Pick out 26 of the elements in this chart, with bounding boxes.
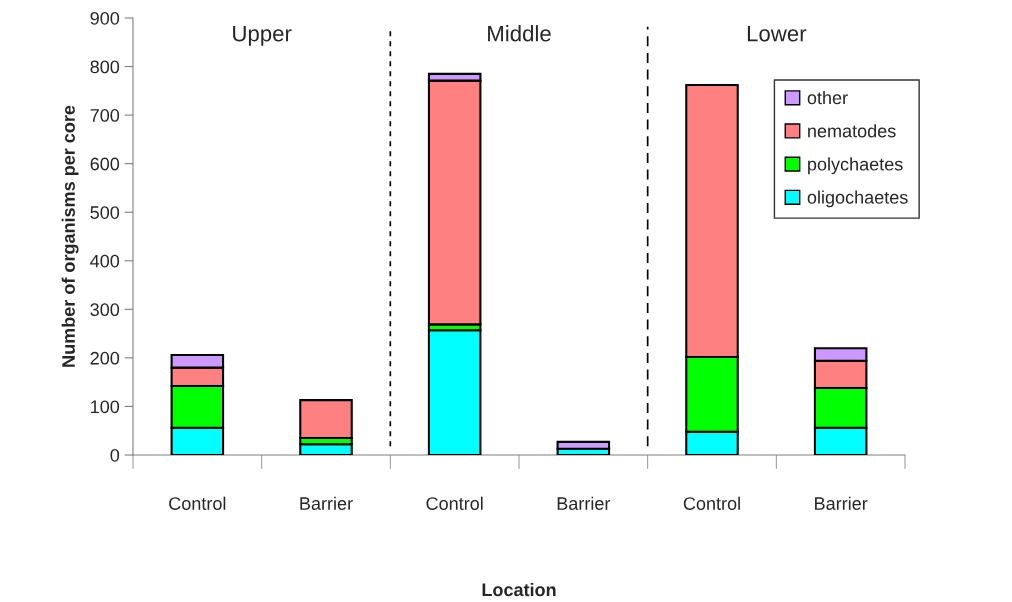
y-tick-label: 0 xyxy=(110,448,120,462)
y-tick-label: 900 xyxy=(90,11,120,25)
bar xyxy=(427,329,482,455)
x-tick-label: Control xyxy=(169,496,226,510)
legend-label: other xyxy=(807,90,848,105)
legend-label: oligochaetes xyxy=(807,190,908,208)
legend-label: nematodes xyxy=(808,124,896,138)
y-tick-label: 800 xyxy=(90,60,120,74)
legend-label: polychaetes xyxy=(808,157,903,175)
x-tick-label: Barrier xyxy=(300,496,353,510)
annotation: Lower xyxy=(747,25,807,42)
x-tick-label: Barrier xyxy=(557,496,611,510)
y-tick-label: 500 xyxy=(90,206,120,219)
y-tick-label: 300 xyxy=(90,303,120,317)
y-tick-label: 700 xyxy=(90,109,120,122)
annotation: Upper xyxy=(233,25,292,46)
y-axis-title: Number of organisms per core xyxy=(61,105,79,367)
x-tick-label: Barrier xyxy=(815,496,868,510)
y-tick-label: 600 xyxy=(90,157,120,171)
x-tick-label: Control xyxy=(426,496,483,510)
x-axis-title: Location xyxy=(482,582,556,597)
x-tick-label: Control xyxy=(683,496,740,510)
y-tick-label: 100 xyxy=(91,400,120,414)
y-tick-label: 200 xyxy=(90,351,120,365)
y-tick-label: 400 xyxy=(90,254,120,268)
annotation: Middle xyxy=(488,25,551,42)
